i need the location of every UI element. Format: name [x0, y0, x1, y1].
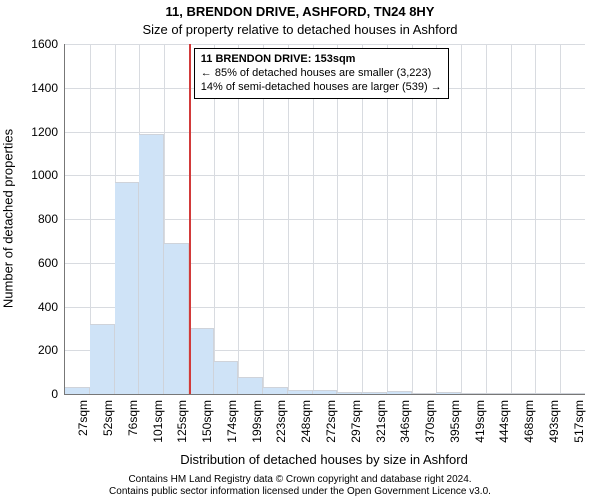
y-axis-label: Number of detached properties — [1, 44, 16, 394]
y-tick: 1600 — [22, 37, 58, 51]
y-tick: 400 — [22, 300, 58, 314]
x-tick: 27sqm — [76, 400, 90, 450]
x-tick: 174sqm — [225, 400, 239, 450]
histogram-bar — [511, 393, 536, 394]
histogram-bar — [90, 324, 115, 394]
chart-title-desc: Size of property relative to detached ho… — [0, 22, 600, 37]
x-tick: 101sqm — [151, 400, 165, 450]
x-tick: 444sqm — [497, 400, 511, 450]
info-line-2: ← 85% of detached houses are smaller (3,… — [201, 67, 442, 81]
x-tick: 272sqm — [324, 400, 338, 450]
y-tick: 1000 — [22, 168, 58, 182]
histogram-bar — [387, 391, 412, 394]
y-tick: 800 — [22, 212, 58, 226]
histogram-bar — [263, 387, 288, 394]
y-tick: 1200 — [22, 125, 58, 139]
x-tick: 223sqm — [274, 400, 288, 450]
histogram-bar — [362, 392, 387, 394]
x-tick: 150sqm — [200, 400, 214, 450]
x-tick: 395sqm — [448, 400, 462, 450]
info-line-1: 11 BRENDON DRIVE: 153sqm — [201, 53, 442, 67]
histogram-bar — [313, 390, 338, 394]
histogram-bar — [189, 328, 214, 394]
histogram-bar — [164, 243, 189, 394]
histogram-bar — [139, 134, 164, 394]
histogram-bar — [486, 393, 511, 394]
x-tick: 52sqm — [101, 400, 115, 450]
x-tick: 248sqm — [299, 400, 313, 450]
gridline-h — [65, 44, 585, 45]
histogram-bar — [238, 377, 263, 395]
y-tick: 200 — [22, 343, 58, 357]
credit-line-1: Contains HM Land Registry data © Crown c… — [0, 474, 600, 485]
histogram-bar — [65, 387, 90, 394]
gridline-h — [65, 132, 585, 133]
histogram-bar — [214, 361, 239, 394]
x-tick: 517sqm — [572, 400, 586, 450]
x-tick: 370sqm — [423, 400, 437, 450]
gridline-v — [511, 44, 512, 394]
histogram-bar — [288, 390, 313, 394]
x-tick: 419sqm — [473, 400, 487, 450]
histogram-bar — [412, 393, 437, 394]
property-marker-line — [189, 44, 191, 394]
gridline-v — [461, 44, 462, 394]
gridline-v — [560, 44, 561, 394]
info-line-3: 14% of semi-detached houses are larger (… — [201, 81, 442, 95]
histogram-bar — [535, 393, 560, 394]
x-axis-label: Distribution of detached houses by size … — [64, 452, 584, 467]
histogram-bar — [115, 182, 140, 394]
x-tick: 321sqm — [374, 400, 388, 450]
y-tick: 0 — [22, 387, 58, 401]
histogram-bar — [461, 393, 486, 394]
x-tick: 346sqm — [398, 400, 412, 450]
y-tick: 1400 — [22, 81, 58, 95]
property-info-box: 11 BRENDON DRIVE: 153sqm ← 85% of detach… — [194, 48, 449, 99]
x-tick: 199sqm — [250, 400, 264, 450]
y-tick: 600 — [22, 256, 58, 270]
x-tick: 125sqm — [175, 400, 189, 450]
histogram-bar — [560, 393, 585, 394]
x-tick: 297sqm — [349, 400, 363, 450]
credit-line-2: Contains public sector information licen… — [0, 486, 600, 497]
x-tick: 468sqm — [522, 400, 536, 450]
x-tick: 76sqm — [126, 400, 140, 450]
gridline-v — [535, 44, 536, 394]
histogram-bar — [337, 392, 362, 394]
x-tick: 493sqm — [547, 400, 561, 450]
gridline-v — [486, 44, 487, 394]
chart-title-address: 11, BRENDON DRIVE, ASHFORD, TN24 8HY — [0, 4, 600, 19]
histogram-bar — [436, 392, 461, 394]
